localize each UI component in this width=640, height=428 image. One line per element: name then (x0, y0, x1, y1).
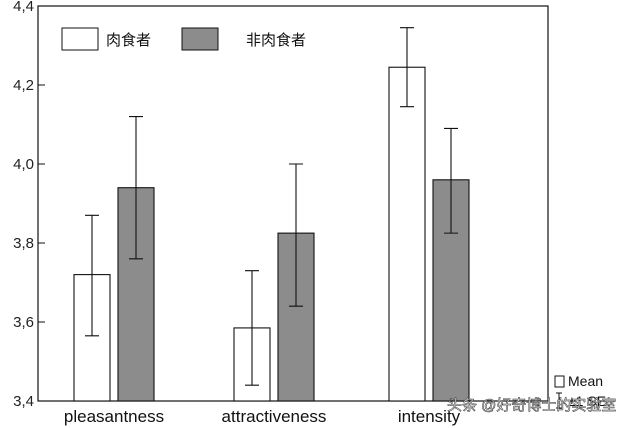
y-tick-label: 4,4 (13, 0, 34, 15)
error-bar-intensity-series-2 (444, 127, 458, 234)
legend-swatch-series-1 (61, 27, 99, 51)
legend-label-series-2: 非肉食者 (246, 32, 306, 49)
legend: 肉食者 非肉食者 (61, 27, 306, 51)
y-tick-label: 4,2 (13, 77, 34, 94)
error-bar-attractiveness-series-1 (245, 270, 259, 386)
y-axis: 3,4 3,6 3,8 4,0 4,2 4,4 (13, 0, 45, 410)
error-bar-intensity-series-1 (400, 27, 414, 108)
legend-label-series-1: 肉食者 (106, 32, 151, 49)
y-tick-label: 3,4 (13, 393, 34, 410)
y-tick-label: 4,0 (13, 156, 34, 173)
error-bar-pleasantness-series-1 (85, 214, 99, 337)
x-category-label: intensity (398, 407, 461, 426)
mean-label: Mean (568, 373, 603, 389)
y-tick-label: 3,6 (13, 314, 34, 331)
error-bar-pleasantness-series-2 (129, 116, 143, 260)
x-axis: pleasantness attractiveness intensity (64, 407, 461, 426)
bars-layer (73, 27, 470, 402)
watermark: 头条 @好奇博士的实验室 (447, 397, 616, 414)
error-bar-attractiveness-series-2 (289, 163, 303, 307)
mean-symbol-icon (554, 375, 565, 388)
x-category-label: pleasantness (64, 407, 164, 426)
bar-intensity-series-1 (388, 66, 426, 402)
legend-swatch-series-2 (181, 27, 219, 51)
x-category-label: attractiveness (222, 407, 327, 426)
error-label: ±1 SE (568, 393, 606, 409)
side-legend: Mean ±1 SE (554, 373, 606, 409)
error-bar-symbol-icon (556, 392, 562, 409)
y-tick-label: 3,8 (13, 235, 34, 252)
